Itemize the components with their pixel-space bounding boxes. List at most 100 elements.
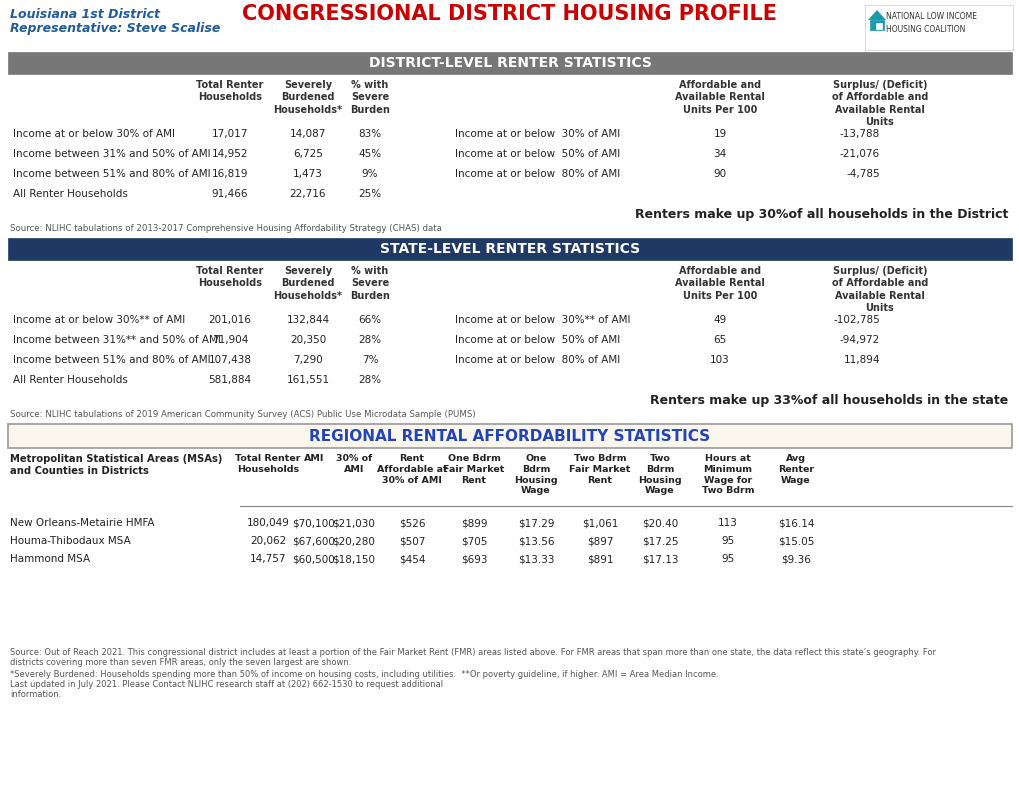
Text: $693: $693	[461, 554, 487, 564]
Text: districts covering more than seven FMR areas, only the seven largest are shown.: districts covering more than seven FMR a…	[10, 658, 351, 667]
Text: Severely
Burdened
Households*: Severely Burdened Households*	[273, 266, 342, 301]
Text: Total Renter
Households: Total Renter Households	[196, 266, 264, 288]
Text: 107,438: 107,438	[208, 355, 252, 365]
Text: 83%: 83%	[358, 129, 381, 139]
Text: 90: 90	[712, 169, 726, 179]
Text: Income at or below  80% of AMI: Income at or below 80% of AMI	[454, 169, 620, 179]
Text: Hours at
Minimum
Wage for
Two Bdrm: Hours at Minimum Wage for Two Bdrm	[701, 454, 753, 495]
Text: $20,280: $20,280	[332, 536, 375, 546]
Text: Income at or below  50% of AMI: Income at or below 50% of AMI	[454, 335, 620, 345]
Polygon shape	[867, 10, 886, 20]
Text: 25%: 25%	[358, 189, 381, 199]
Text: 201,016: 201,016	[208, 315, 252, 325]
Text: 34: 34	[712, 149, 726, 159]
Text: Source: Out of Reach 2021. This congressional district includes at least a porti: Source: Out of Reach 2021. This congress…	[10, 648, 935, 657]
Text: CONGRESSIONAL DISTRICT HOUSING PROFILE: CONGRESSIONAL DISTRICT HOUSING PROFILE	[243, 4, 776, 24]
Bar	[875, 23, 881, 29]
Text: 7%: 7%	[362, 355, 378, 365]
Text: 6,725: 6,725	[292, 149, 323, 159]
Text: Income at or below  30%** of AMI: Income at or below 30%** of AMI	[454, 315, 630, 325]
Text: Houma-Thibodaux MSA: Houma-Thibodaux MSA	[10, 536, 130, 546]
Text: 1,473: 1,473	[292, 169, 323, 179]
Text: 132,844: 132,844	[286, 315, 329, 325]
Text: 7,290: 7,290	[292, 355, 323, 365]
Text: -4,785: -4,785	[846, 169, 879, 179]
Text: Affordable and
Available Rental
Units Per 100: Affordable and Available Rental Units Pe…	[675, 80, 764, 115]
Text: $17.25: $17.25	[641, 536, 678, 546]
Text: Representative: Steve Scalise: Representative: Steve Scalise	[10, 22, 220, 35]
Text: Total Renter
Households: Total Renter Households	[235, 454, 301, 474]
Text: $507: $507	[398, 536, 425, 546]
Text: New Orleans-Metairie HMFA: New Orleans-Metairie HMFA	[10, 518, 154, 528]
Text: 95: 95	[720, 536, 734, 546]
Text: $70,100: $70,100	[292, 518, 335, 528]
Text: Two
Bdrm
Housing
Wage: Two Bdrm Housing Wage	[638, 454, 681, 495]
Text: Income at or below  50% of AMI: Income at or below 50% of AMI	[454, 149, 620, 159]
Text: Affordable and
Available Rental
Units Per 100: Affordable and Available Rental Units Pe…	[675, 266, 764, 301]
Text: $454: $454	[398, 554, 425, 564]
Text: Last updated in July 2021. Please Contact NLIHC research staff at (202) 662-1530: Last updated in July 2021. Please Contac…	[10, 680, 442, 689]
Text: $67,600: $67,600	[292, 536, 335, 546]
Text: 14,087: 14,087	[289, 129, 326, 139]
Text: $1,061: $1,061	[581, 518, 618, 528]
Text: $13.33: $13.33	[518, 554, 553, 564]
Text: Income at or below 30%** of AMI: Income at or below 30%** of AMI	[13, 315, 185, 325]
Text: $17.13: $17.13	[641, 554, 678, 564]
Text: Surplus/ (Deficit)
of Affordable and
Available Rental
Units: Surplus/ (Deficit) of Affordable and Ava…	[832, 80, 927, 127]
Text: 581,884: 581,884	[208, 375, 252, 385]
Text: 45%: 45%	[358, 149, 381, 159]
Text: 14,757: 14,757	[250, 554, 286, 564]
Text: % with
Severe
Burden: % with Severe Burden	[350, 80, 389, 115]
Text: NATIONAL LOW INCOME
HOUSING COALITION: NATIONAL LOW INCOME HOUSING COALITION	[886, 12, 976, 34]
Text: Income between 31% and 50% of AMI: Income between 31% and 50% of AMI	[13, 149, 210, 159]
Text: Source: NLIHC tabulations of 2013-2017 Comprehensive Housing Affordability Strat: Source: NLIHC tabulations of 2013-2017 C…	[10, 224, 441, 233]
Text: 161,551: 161,551	[286, 375, 329, 385]
Text: 19: 19	[712, 129, 726, 139]
Text: 71,904: 71,904	[212, 335, 248, 345]
Text: Metropolitan Statistical Areas (MSAs): Metropolitan Statistical Areas (MSAs)	[10, 454, 222, 464]
Text: Total Renter
Households: Total Renter Households	[196, 80, 264, 102]
Text: 113: 113	[717, 518, 737, 528]
Text: -102,785: -102,785	[833, 315, 879, 325]
Text: Louisiana 1st District: Louisiana 1st District	[10, 8, 160, 21]
Text: All Renter Households: All Renter Households	[13, 375, 127, 385]
Text: $21,030: $21,030	[332, 518, 375, 528]
Text: 11,894: 11,894	[843, 355, 879, 365]
Text: 17,017: 17,017	[212, 129, 248, 139]
Text: 30% of
AMI: 30% of AMI	[335, 454, 372, 474]
Text: 22,716: 22,716	[289, 189, 326, 199]
Text: $9.36: $9.36	[781, 554, 810, 564]
Text: Source: NLIHC tabulations of 2019 American Community Survey (ACS) Public Use Mic: Source: NLIHC tabulations of 2019 Americ…	[10, 410, 475, 419]
Bar	[864, 5, 1012, 50]
Text: Renters make up 30%of all households in the District: Renters make up 30%of all households in …	[634, 208, 1007, 221]
Text: Two Bdrm
Fair Market
Rent: Two Bdrm Fair Market Rent	[569, 454, 630, 485]
Text: $897: $897	[586, 536, 612, 546]
Text: -21,076: -21,076	[839, 149, 879, 159]
Bar	[8, 424, 1011, 448]
Bar	[869, 20, 883, 30]
Text: 95: 95	[720, 554, 734, 564]
Text: Income between 51% and 80% of AMI: Income between 51% and 80% of AMI	[13, 169, 210, 179]
Text: $16.14: $16.14	[777, 518, 813, 528]
Text: Rent
Affordable at
30% of AMI: Rent Affordable at 30% of AMI	[376, 454, 447, 485]
Text: 20,350: 20,350	[289, 335, 326, 345]
Text: $705: $705	[461, 536, 487, 546]
Text: Income between 51% and 80% of AMI: Income between 51% and 80% of AMI	[13, 355, 210, 365]
Text: Surplus/ (Deficit)
of Affordable and
Available Rental
Units: Surplus/ (Deficit) of Affordable and Ava…	[832, 266, 927, 313]
Text: STATE-LEVEL RENTER STATISTICS: STATE-LEVEL RENTER STATISTICS	[379, 242, 640, 256]
Text: 103: 103	[709, 355, 730, 365]
Text: 20,062: 20,062	[250, 536, 286, 546]
Text: 66%: 66%	[358, 315, 381, 325]
Bar	[8, 52, 1011, 74]
Text: % with
Severe
Burden: % with Severe Burden	[350, 266, 389, 301]
Text: One Bdrm
Fair Market
Rent: One Bdrm Fair Market Rent	[443, 454, 504, 485]
Text: $15.05: $15.05	[777, 536, 813, 546]
Text: $17.29: $17.29	[518, 518, 553, 528]
Text: Renters make up 33%of all households in the state: Renters make up 33%of all households in …	[649, 394, 1007, 407]
Text: Severely
Burdened
Households*: Severely Burdened Households*	[273, 80, 342, 115]
Text: 9%: 9%	[362, 169, 378, 179]
Text: Income at or below  80% of AMI: Income at or below 80% of AMI	[454, 355, 620, 365]
Text: $891: $891	[586, 554, 612, 564]
Text: 180,049: 180,049	[247, 518, 289, 528]
Text: 28%: 28%	[358, 335, 381, 345]
